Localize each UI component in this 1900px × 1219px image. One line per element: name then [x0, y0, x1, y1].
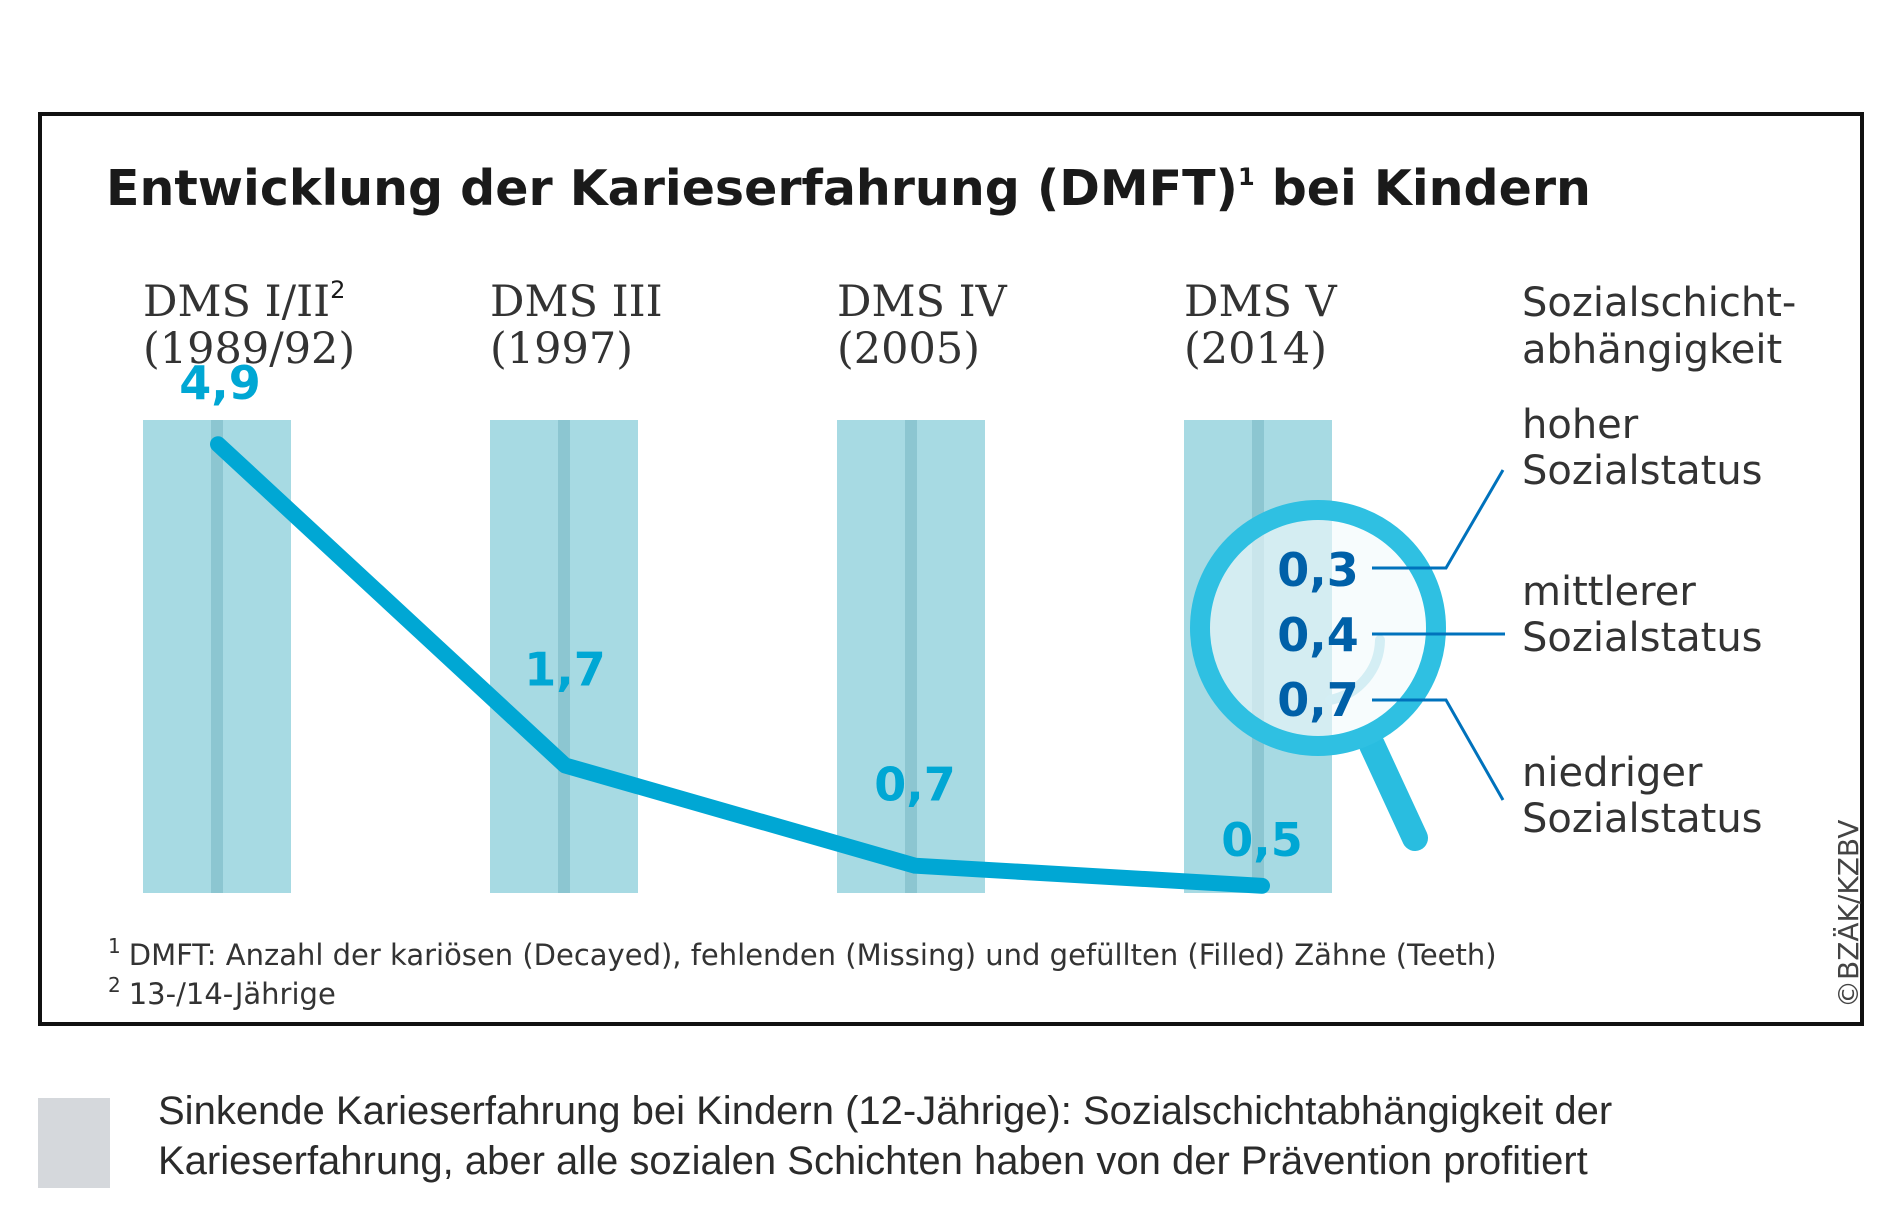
social-heading: Sozialschicht- abhängigkeit [1522, 280, 1809, 373]
copyright-label: ©BZÄK/KZBV [1832, 820, 1865, 1008]
value-label-3: 0,7 [874, 758, 956, 812]
value-label-4: 0,5 [1221, 813, 1303, 867]
footnote-1: 1 DMFT: Anzahl der kariösen (Decayed), fe… [108, 934, 1497, 972]
leader-line-1 [1372, 469, 1505, 570]
category-header-3: DMS IV (2005) [837, 277, 1008, 374]
category-bars [143, 420, 1332, 893]
value-labels: 4,9 1,7 0,7 0,5 [179, 356, 1303, 867]
magnifier-value-2: 0,4 [1277, 608, 1359, 662]
category-header-2: DMS III (1997) [490, 277, 663, 374]
trend-line-group [210, 436, 1270, 894]
category-header-4: DMS V (2014) [1184, 277, 1338, 374]
footnotes: 1 DMFT: Anzahl der kariösen (Decayed), fe… [108, 934, 1497, 1011]
trend-line [210, 436, 1270, 894]
magnifier-value-3: 0,7 [1277, 673, 1359, 727]
social-status-panel: Sozialschicht- abhängigkeit 0,3 hoher Sozi… [1277, 280, 1809, 842]
bar-center-stripe-1 [211, 420, 223, 893]
chart-title-footnote-mark: 1 [1238, 163, 1255, 191]
social-status-label-2: mittlerer Sozialstatus [1522, 569, 1763, 661]
footnote-2: 2 13-/14-Jährige [108, 973, 336, 1011]
figure-caption: Sinkende Karieserfahrung bei Kindern (12… [158, 1086, 1878, 1186]
leader-line-3 [1372, 698, 1505, 801]
caption-line-1: Sinkende Karieserfahrung bei Kindern (12… [158, 1089, 1613, 1133]
category-footnote-mark: 2 [330, 276, 345, 304]
social-status-label-1: hoher Sozialstatus [1522, 402, 1763, 494]
magnifier-handle [1359, 732, 1428, 851]
caption-line-2: Karieserfahrung, aber alle sozialen Schi… [158, 1139, 1588, 1183]
caption-swatch [38, 1098, 110, 1188]
category-headers: DMS I/II2 (1989/92) DMS III (1997) DMS IV (20… [143, 276, 1338, 374]
magnifier-value-1: 0,3 [1277, 543, 1359, 597]
bar-center-stripe-3 [905, 420, 917, 893]
magnifier-highlight [1325, 635, 1385, 705]
chart-title: Entwicklung der Karieserfahrung (DMFT)1 … [106, 160, 1591, 217]
value-label-1: 4,9 [179, 356, 261, 410]
social-status-label-3: niedriger Sozialstatus [1522, 750, 1763, 842]
bar-center-stripe-2 [558, 420, 570, 893]
value-label-2: 1,7 [524, 642, 606, 696]
category-header-1: DMS I/II2 (1989/92) [143, 276, 355, 374]
